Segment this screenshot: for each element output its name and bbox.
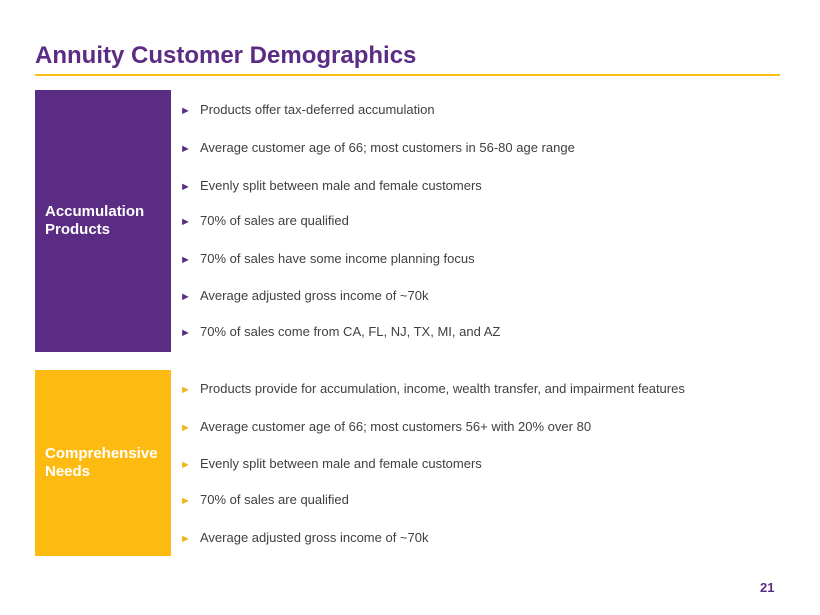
bullet-item: ► Products provide for accumulation, inco… [180, 381, 685, 396]
bullet-arrow-icon: ► [180, 327, 191, 339]
bullet-arrow-icon: ► [180, 384, 191, 396]
section-label: Accumulation Products [45, 203, 144, 239]
bullet-arrow-icon: ► [180, 533, 191, 545]
section-label-line1: Accumulation [45, 203, 145, 220]
bullet-item: ► Average adjusted gross income of ~70k [180, 288, 429, 303]
section-label: Comprehensive Needs [45, 445, 158, 481]
bullet-item: ► 70% of sales come from CA, FL, NJ, TX, … [180, 324, 501, 339]
bullet-item: ► Average adjusted gross income of ~70k [180, 530, 429, 545]
section-label-line2: Needs [45, 463, 91, 480]
comprehensive-needs-label-box: Comprehensive Needs [35, 370, 171, 556]
title-underline [35, 74, 780, 76]
bullet-item: ► Products offer tax-deferred accumulatio… [180, 102, 435, 117]
page-number: 21 [760, 580, 775, 595]
section-label-line1: Comprehensive [45, 445, 158, 462]
bullet-item: ► Evenly split between male and female cu… [180, 178, 482, 193]
bullet-arrow-icon: ► [180, 495, 191, 507]
bullet-arrow-icon: ► [180, 216, 191, 228]
bullet-arrow-icon: ► [180, 254, 191, 266]
bullet-arrow-icon: ► [180, 459, 191, 471]
bullet-arrow-icon: ► [180, 105, 191, 117]
page-title: Annuity Customer Demographics [35, 42, 417, 69]
bullet-item: ► Average customer age of 66; most custom… [180, 419, 592, 434]
section-label-line2: Products [45, 221, 111, 238]
bullet-arrow-icon: ► [180, 422, 191, 434]
bullet-arrow-icon: ► [180, 291, 191, 303]
bullet-item: ► Average customer age of 66; most custom… [180, 140, 575, 155]
bullet-item: ► Evenly split between male and female cu… [180, 456, 482, 471]
bullet-item: ► 70% of sales are qualified [180, 492, 349, 507]
accumulation-products-label-box: Accumulation Products [35, 90, 171, 352]
bullet-arrow-icon: ► [180, 181, 191, 193]
bullet-arrow-icon: ► [180, 143, 191, 155]
bullet-item: ► 70% of sales have some income planning … [180, 251, 475, 266]
bullet-item: ► 70% of sales are qualified [180, 213, 349, 228]
